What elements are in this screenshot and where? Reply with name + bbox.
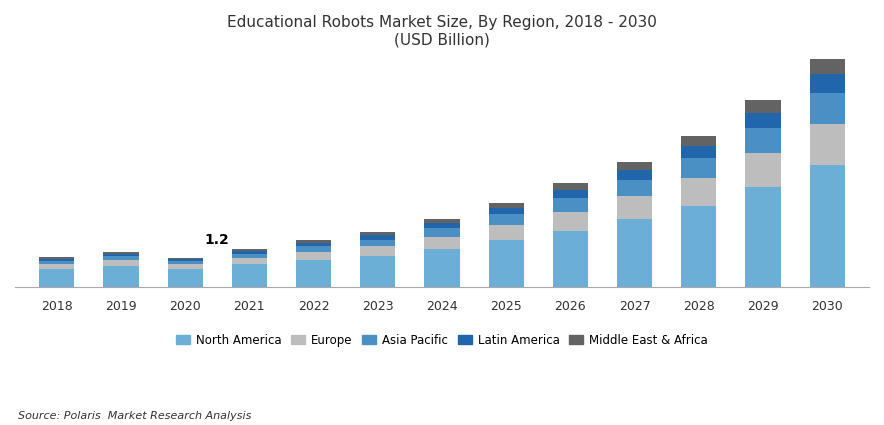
Bar <box>232 258 267 264</box>
Bar <box>810 93 845 124</box>
Bar <box>489 240 524 287</box>
Bar <box>360 235 395 240</box>
Bar <box>167 261 202 264</box>
Bar <box>552 184 588 190</box>
Bar <box>682 178 717 206</box>
Bar <box>103 254 139 256</box>
Bar <box>489 215 524 225</box>
Bar <box>745 153 781 187</box>
Bar <box>810 74 845 93</box>
Bar <box>103 260 139 266</box>
Bar <box>39 269 74 287</box>
Bar <box>424 228 460 237</box>
Bar <box>360 232 395 235</box>
Bar <box>617 219 652 287</box>
Bar <box>682 146 717 158</box>
Text: 1.2: 1.2 <box>205 233 230 247</box>
Bar <box>424 223 460 228</box>
Bar <box>489 225 524 240</box>
Bar <box>682 206 717 287</box>
Bar <box>39 264 74 269</box>
Bar <box>167 264 202 269</box>
Bar <box>296 260 332 287</box>
Bar <box>552 231 588 287</box>
Bar <box>552 190 588 198</box>
Bar <box>617 170 652 180</box>
Bar <box>296 240 332 243</box>
Bar <box>682 158 717 178</box>
Bar <box>617 196 652 219</box>
Bar <box>296 243 332 246</box>
Bar <box>810 59 845 74</box>
Bar <box>232 264 267 287</box>
Bar <box>103 266 139 287</box>
Bar <box>682 136 717 146</box>
Bar <box>424 219 460 223</box>
Bar <box>617 180 652 196</box>
Bar <box>39 259 74 261</box>
Bar <box>167 269 202 287</box>
Bar <box>360 240 395 246</box>
Bar <box>810 124 845 165</box>
Legend: North America, Europe, Asia Pacific, Latin America, Middle East & Africa: North America, Europe, Asia Pacific, Lat… <box>171 329 713 352</box>
Bar <box>810 165 845 287</box>
Bar <box>360 256 395 287</box>
Bar <box>424 249 460 287</box>
Bar <box>360 246 395 256</box>
Bar <box>745 128 781 153</box>
Bar <box>424 237 460 249</box>
Bar <box>167 258 202 259</box>
Bar <box>232 254 267 258</box>
Bar <box>39 261 74 264</box>
Bar <box>103 252 139 254</box>
Bar <box>489 203 524 208</box>
Bar <box>745 187 781 287</box>
Bar <box>552 198 588 212</box>
Bar <box>103 256 139 260</box>
Bar <box>745 100 781 113</box>
Bar <box>39 257 74 259</box>
Bar <box>552 212 588 231</box>
Bar <box>296 252 332 260</box>
Title: Educational Robots Market Size, By Region, 2018 - 2030
(USD Billion): Educational Robots Market Size, By Regio… <box>227 15 657 48</box>
Bar <box>745 113 781 128</box>
Bar <box>489 208 524 215</box>
Bar <box>167 259 202 261</box>
Bar <box>232 251 267 254</box>
Bar <box>296 246 332 252</box>
Bar <box>617 162 652 170</box>
Text: Source: Polaris  Market Research Analysis: Source: Polaris Market Research Analysis <box>18 411 251 421</box>
Bar <box>232 249 267 251</box>
